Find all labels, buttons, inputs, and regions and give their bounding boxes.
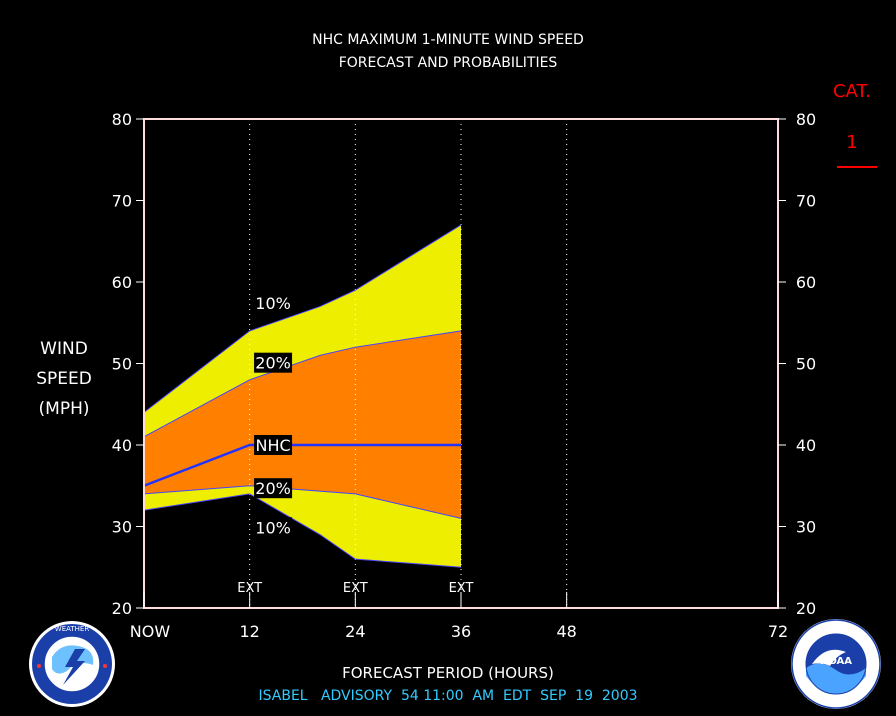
band-20-percent <box>144 330 461 519</box>
y-tick-label-right-20: 20 <box>796 599 816 618</box>
x-tick-label-48: 48 <box>556 622 576 641</box>
y-tick-label-left-70: 70 <box>112 192 132 211</box>
y-tick-label-right-80: 80 <box>796 110 816 129</box>
series-line-lower_10 <box>143 493 462 568</box>
advisory-text: ISABEL ADVISORY 54 11:00 AM EDT SEP 19 2… <box>258 688 638 704</box>
x-axis-label: FORECAST PERIOD (HOURS) <box>342 664 554 682</box>
band-label-4: 10% <box>255 518 291 537</box>
chart-title: NHC MAXIMUM 1-MINUTE WIND SPEED <box>312 32 584 48</box>
y-tick-label-right-60: 60 <box>796 273 816 292</box>
category-title: CAT. <box>832 81 872 102</box>
y-axis-label-line3: (MPH) <box>38 399 90 419</box>
band-label-3: 20% <box>255 479 291 498</box>
x-tick-label-36: 36 <box>451 622 471 641</box>
y-tick-label-right-30: 30 <box>796 518 816 537</box>
band-label-box-0 <box>254 293 293 314</box>
band-label-0: 10% <box>255 294 291 313</box>
series-line-nhc <box>143 443 461 487</box>
x-tick-label-0: NOW <box>130 622 171 641</box>
noaa-logo-icon: NOAA <box>791 619 881 709</box>
y-tick-label-right-70: 70 <box>796 192 816 211</box>
y-tick-label-left-20: 20 <box>112 599 132 618</box>
nws-logo-icon: WEATHER <box>29 621 115 707</box>
ext-label-36: EXT <box>449 581 474 596</box>
y-tick-label-right-50: 50 <box>796 355 816 374</box>
band-label-box-1 <box>254 352 293 373</box>
category-value: 1 <box>846 132 858 153</box>
y-axis-label-line1: WIND <box>40 339 88 359</box>
band-label-box-3 <box>254 478 293 499</box>
y-tick-label-right-40: 40 <box>796 436 816 455</box>
y-tick-label-left-60: 60 <box>112 273 132 292</box>
x-tick-label-72: 72 <box>768 622 788 641</box>
y-tick-label-left-30: 30 <box>112 518 132 537</box>
series-line-upper_10 <box>143 224 462 413</box>
chart-subtitle: FORECAST AND PROBABILITIES <box>338 55 558 71</box>
category-underline <box>837 166 877 168</box>
band-label-box-2 <box>254 435 293 455</box>
x-tick-label-12: 12 <box>239 622 259 641</box>
ext-label-24: EXT <box>343 581 368 596</box>
band-label-box-4 <box>254 517 293 538</box>
ext-label-12: EXT <box>237 581 262 596</box>
series-line-upper_20 <box>143 330 462 438</box>
svg-text:WEATHER: WEATHER <box>55 625 90 633</box>
band-label-1: 20% <box>255 354 291 373</box>
x-tick-label-24: 24 <box>345 622 365 641</box>
band-label-2: NHC <box>255 436 290 455</box>
svg-text:NOAA: NOAA <box>820 656 852 667</box>
y-tick-label-left-80: 80 <box>112 110 132 129</box>
y-tick-label-left-40: 40 <box>112 436 132 455</box>
series-line-lower_20 <box>143 485 462 519</box>
y-axis-label-line2: SPEED <box>36 369 92 389</box>
y-tick-label-left-50: 50 <box>112 355 132 374</box>
